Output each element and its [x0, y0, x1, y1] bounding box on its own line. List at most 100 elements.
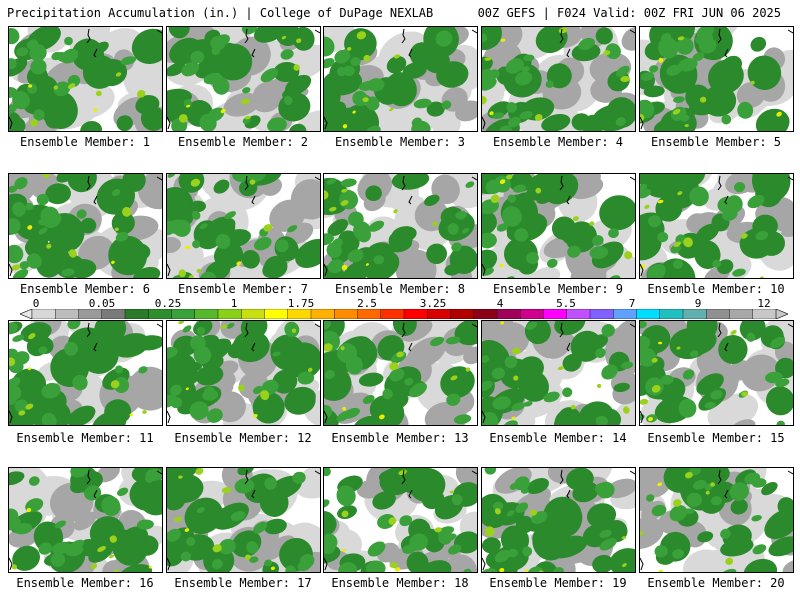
precip-field [9, 468, 162, 572]
colorbar-swatch [78, 309, 103, 319]
member-map-11 [8, 320, 163, 426]
member-map-3 [323, 26, 478, 132]
colorbar-tick-label: 7 [628, 297, 636, 310]
member-map-19 [481, 467, 636, 573]
colorbar-swatch [520, 309, 544, 319]
colorbar-swatch [473, 309, 498, 319]
precip-field [482, 27, 635, 131]
member-label-4: Ensemble Member: 4 [492, 135, 624, 149]
precip-field [482, 468, 635, 572]
colorbar-swatch [357, 309, 382, 319]
member-label-6: Ensemble Member: 6 [19, 282, 151, 296]
colorbar-tick-label: 5.5 [556, 297, 576, 310]
colorbar-swatch [450, 309, 475, 319]
member-map-12 [166, 320, 321, 426]
precip-field [640, 468, 793, 572]
colorbar-swatch [171, 309, 196, 319]
colorbar-swatch [706, 309, 730, 319]
precip-field [9, 27, 162, 131]
colorbar-tick-label: 1 [230, 297, 238, 310]
colorbar-swatch [427, 309, 451, 319]
colorbar-swatch [31, 309, 56, 319]
colorbar-swatch [287, 309, 312, 319]
member-label-13: Ensemble Member: 13 [331, 431, 469, 445]
member-map-9 [481, 173, 636, 279]
colorbar-tick-label: 9 [694, 297, 702, 310]
member-label-12: Ensemble Member: 12 [174, 431, 312, 445]
colorbar-tick-label: 0.05 [88, 297, 116, 310]
member-label-20: Ensemble Member: 20 [647, 576, 785, 590]
member-map-17 [166, 467, 321, 573]
colorbar-swatch [55, 309, 79, 319]
colorbar-tick-label: 2.5 [357, 297, 377, 310]
colorbar-tick-label: 0 [32, 297, 40, 310]
colorbar-swatch [334, 309, 358, 319]
member-map-6 [8, 173, 163, 279]
run-valid-time: 00Z GEFS | F024 Valid: 00Z FRI JUN 06 20… [477, 6, 781, 20]
precip-field [482, 174, 635, 278]
member-label-19: Ensemble Member: 19 [489, 576, 627, 590]
member-map-13 [323, 320, 478, 426]
colorbar-swatch [241, 309, 265, 319]
member-label-1: Ensemble Member: 1 [19, 135, 151, 149]
member-label-8: Ensemble Member: 8 [334, 282, 466, 296]
precip-field [167, 321, 320, 425]
colorbar-swatch [310, 309, 335, 319]
colorbar-swatch [659, 309, 684, 319]
precip-field [482, 321, 635, 425]
precip-field [9, 174, 162, 278]
member-map-8 [323, 173, 478, 279]
colorbar-tick-label: 0.25 [154, 297, 182, 310]
precip-field [9, 321, 162, 425]
precip-field [640, 321, 793, 425]
precip-field [640, 27, 793, 131]
colorbar-swatch [613, 309, 637, 319]
colorbar-swatch [682, 309, 707, 319]
member-label-10: Ensemble Member: 10 [647, 282, 785, 296]
colorbar-swatch [217, 309, 242, 319]
colorbar-swatch [264, 309, 289, 319]
member-map-14 [481, 320, 636, 426]
precip-field [324, 468, 477, 572]
member-map-10 [639, 173, 794, 279]
member-map-1 [8, 26, 163, 132]
member-map-15 [639, 320, 794, 426]
member-label-9: Ensemble Member: 9 [492, 282, 624, 296]
member-label-17: Ensemble Member: 17 [174, 576, 312, 590]
colorbar-swatch [101, 309, 126, 319]
member-map-7 [166, 173, 321, 279]
member-label-14: Ensemble Member: 14 [489, 431, 627, 445]
member-label-5: Ensemble Member: 5 [650, 135, 782, 149]
colorbar-swatch [589, 309, 614, 319]
member-label-18: Ensemble Member: 18 [331, 576, 469, 590]
precip-field [167, 468, 320, 572]
member-label-11: Ensemble Member: 11 [16, 431, 154, 445]
colorbar-swatch [566, 309, 591, 319]
colorbar-swatch [148, 309, 172, 319]
member-label-15: Ensemble Member: 15 [647, 431, 785, 445]
member-label-3: Ensemble Member: 3 [334, 135, 466, 149]
member-map-5 [639, 26, 794, 132]
colorbar-swatch [752, 309, 777, 319]
member-map-2 [166, 26, 321, 132]
colorbar-swatch [194, 309, 219, 319]
member-label-7: Ensemble Member: 7 [177, 282, 309, 296]
precip-field [167, 174, 320, 278]
colorbar-swatch [729, 309, 754, 319]
colorbar-min-arrow [20, 309, 33, 319]
colorbar-swatch [403, 309, 428, 319]
member-map-16 [8, 467, 163, 573]
colorbar-swatch [543, 309, 568, 319]
colorbar-swatch [124, 309, 149, 319]
precip-field [640, 174, 793, 278]
colorbar-swatch [496, 309, 521, 319]
colorbar-swatch [636, 309, 661, 319]
precip-field [167, 27, 320, 131]
precip-field [324, 27, 477, 131]
precip-field [324, 321, 477, 425]
colorbar-max-arrow [775, 309, 788, 319]
colorbar-tick-label: 12 [757, 297, 771, 310]
map-title: Precipitation Accumulation (in.) | Colle… [7, 6, 434, 20]
colorbar-tick-label: 4 [496, 297, 504, 310]
colorbar-tick-label: 1.75 [287, 297, 315, 310]
